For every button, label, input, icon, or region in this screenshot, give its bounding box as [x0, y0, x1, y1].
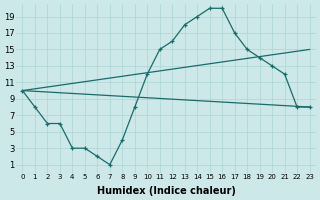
X-axis label: Humidex (Indice chaleur): Humidex (Indice chaleur)	[97, 186, 236, 196]
